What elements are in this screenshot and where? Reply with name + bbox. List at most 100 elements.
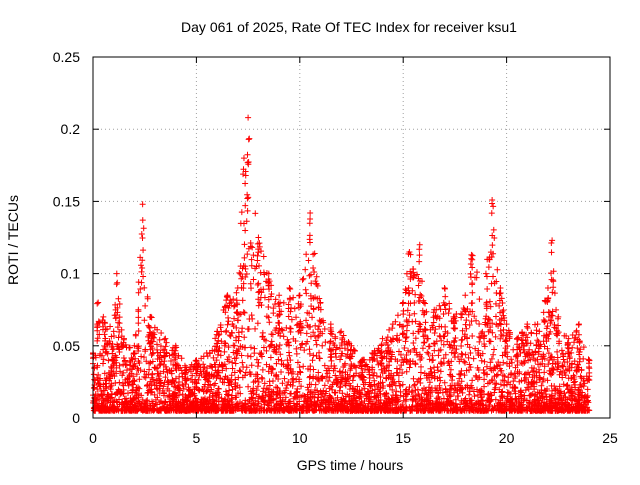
- data-point: [379, 355, 386, 362]
- data-point: [566, 355, 573, 362]
- data-point: [284, 362, 291, 369]
- data-point: [115, 295, 122, 302]
- data-point: [496, 407, 503, 414]
- data-point: [510, 378, 517, 385]
- data-point: [456, 375, 463, 382]
- data-point: [383, 375, 390, 382]
- data-point: [242, 180, 249, 187]
- data-point: [161, 352, 168, 359]
- data-point: [236, 367, 243, 374]
- data-point: [304, 309, 311, 316]
- data-point: [136, 376, 143, 383]
- data-point: [476, 296, 483, 303]
- data-point: [101, 331, 108, 338]
- data-point: [462, 359, 469, 366]
- data-point: [459, 336, 466, 343]
- data-point: [580, 378, 587, 385]
- data-point: [516, 399, 523, 406]
- data-point: [322, 390, 329, 397]
- data-point: [138, 392, 145, 399]
- data-point: [467, 350, 474, 357]
- data-point: [152, 401, 159, 408]
- data-point: [425, 389, 432, 396]
- data-point: [244, 352, 251, 359]
- data-point: [255, 400, 262, 407]
- data-point: [293, 350, 300, 357]
- data-point: [244, 403, 251, 410]
- data-point: [476, 320, 483, 327]
- data-point: [286, 285, 293, 292]
- data-point: [116, 328, 123, 335]
- data-point: [162, 353, 169, 360]
- data-point: [311, 332, 318, 339]
- data-point: [395, 378, 402, 385]
- data-point: [144, 295, 151, 302]
- data-point: [139, 257, 146, 264]
- data-point: [531, 372, 538, 379]
- data-point: [327, 383, 334, 390]
- data-point: [252, 373, 259, 380]
- data-point: [479, 401, 486, 408]
- data-point: [569, 332, 576, 339]
- data-point: [127, 365, 134, 372]
- data-point: [338, 378, 345, 385]
- data-point: [128, 370, 135, 377]
- data-point: [481, 383, 488, 390]
- data-point: [428, 368, 435, 375]
- data-point: [410, 330, 417, 337]
- data-point: [301, 392, 308, 399]
- data-point: [310, 265, 317, 272]
- data-point: [269, 341, 276, 348]
- data-point: [98, 391, 105, 398]
- data-point: [248, 262, 255, 269]
- data-point: [400, 393, 407, 400]
- data-point: [123, 407, 130, 414]
- x-tick-label: 0: [89, 430, 97, 446]
- data-point: [246, 135, 253, 142]
- data-point: [485, 316, 492, 323]
- data-point: [561, 390, 568, 397]
- data-point: [401, 345, 408, 352]
- data-point: [153, 341, 160, 348]
- data-point: [116, 362, 123, 369]
- data-point: [462, 321, 469, 328]
- data-point: [286, 295, 293, 302]
- data-point: [548, 240, 555, 247]
- data-point: [504, 389, 511, 396]
- data-point: [564, 359, 571, 366]
- data-point: [568, 375, 575, 382]
- data-point: [521, 396, 528, 403]
- data-point: [492, 333, 499, 340]
- data-point: [310, 329, 317, 336]
- data-point: [506, 331, 513, 338]
- data-point: [266, 378, 273, 385]
- data-point: [137, 367, 144, 374]
- data-point: [369, 350, 376, 357]
- data-point: [256, 240, 263, 247]
- data-point: [499, 352, 506, 359]
- data-point: [578, 367, 585, 374]
- data-point: [244, 207, 251, 214]
- data-point: [446, 344, 453, 351]
- data-point: [416, 351, 423, 358]
- data-point: [103, 374, 110, 381]
- data-point: [172, 375, 179, 382]
- data-point: [161, 379, 168, 386]
- data-point: [230, 296, 237, 303]
- data-point: [296, 292, 303, 299]
- data-point: [487, 338, 494, 345]
- data-point: [483, 299, 490, 306]
- data-point: [512, 373, 519, 380]
- data-point: [276, 391, 283, 398]
- data-point: [491, 346, 498, 353]
- data-point: [399, 300, 406, 307]
- data-point: [503, 321, 510, 328]
- data-point: [497, 321, 504, 328]
- data-point: [427, 397, 434, 404]
- data-point: [217, 324, 224, 331]
- data-point: [502, 337, 509, 344]
- data-point: [552, 361, 559, 368]
- data-point: [274, 384, 281, 391]
- data-point: [406, 404, 413, 411]
- data-point: [349, 407, 356, 414]
